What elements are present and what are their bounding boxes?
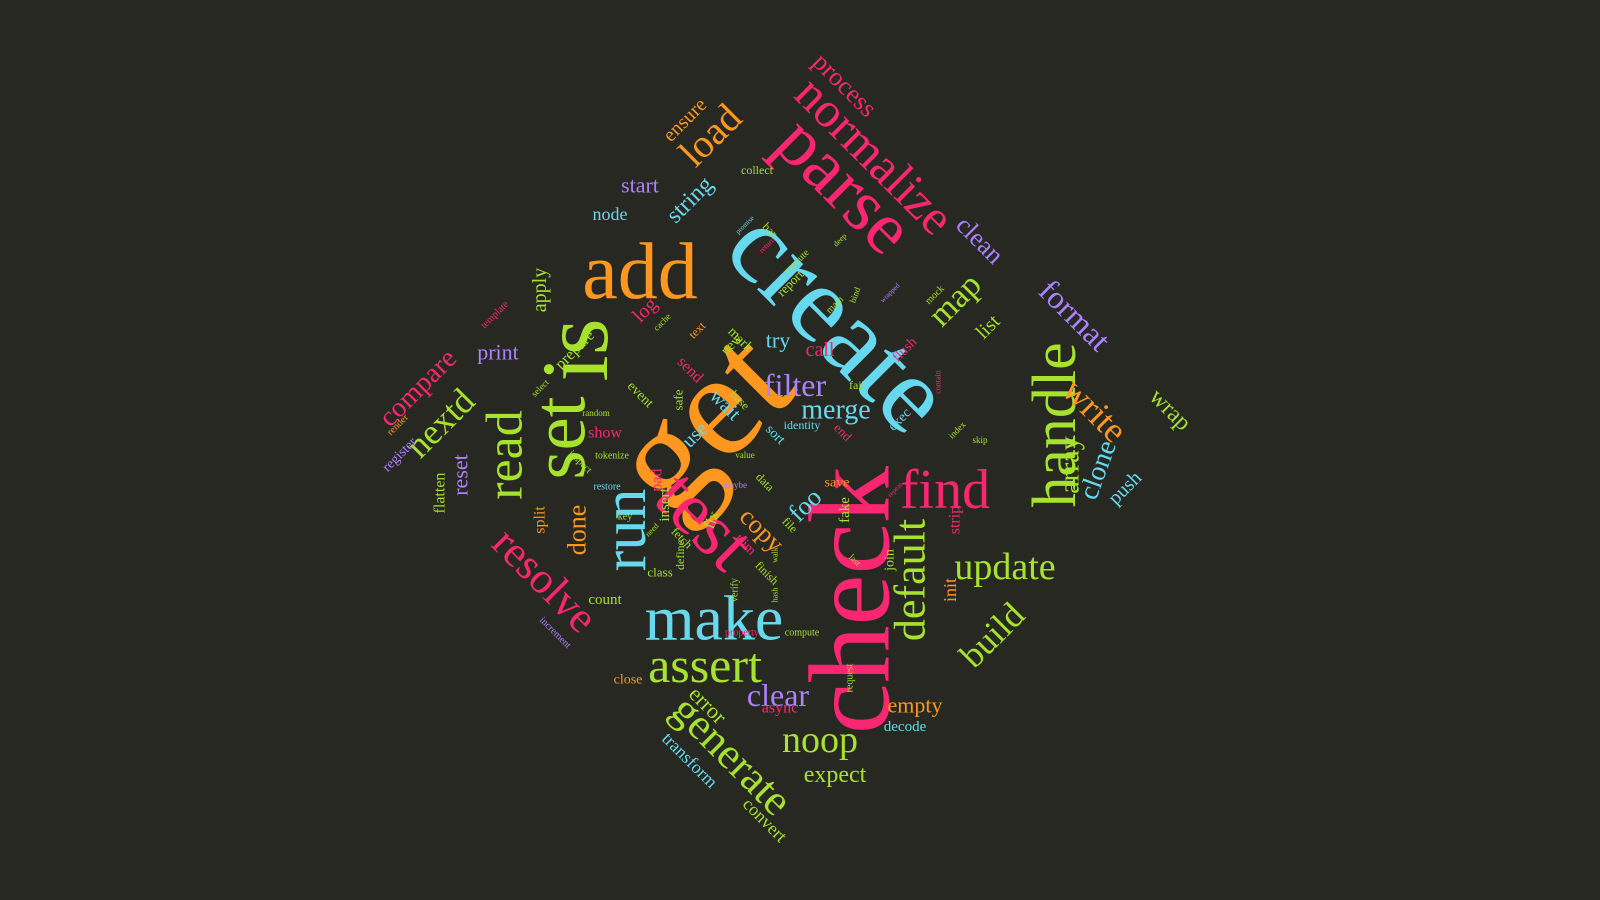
word-verify: verify <box>730 578 741 602</box>
word-class: class <box>647 565 672 580</box>
word-fix: fix <box>701 509 723 532</box>
word-handle: handle <box>1021 342 1089 507</box>
word-node: node <box>593 204 628 224</box>
word-key: key <box>618 512 632 523</box>
word-split: split <box>532 506 549 534</box>
word-fake: fake <box>837 497 853 523</box>
word-wrap: wrap <box>1144 384 1196 436</box>
word-start: start <box>621 173 659 198</box>
word-maybe: maybe <box>723 480 747 490</box>
word-init: init <box>940 578 960 602</box>
word-find: find <box>900 459 990 521</box>
word-run: run <box>591 489 659 572</box>
word-property: property <box>725 628 759 639</box>
word-array: array <box>1055 436 1086 494</box>
word-clean: clean <box>950 210 1009 269</box>
word-try: try <box>766 328 790 353</box>
word-default: default <box>886 519 935 641</box>
word-reset: reset <box>448 454 473 496</box>
word-call: call <box>806 339 835 361</box>
word-update: update <box>954 546 1055 588</box>
word-string: string <box>661 171 718 228</box>
word-compute: compute <box>785 628 820 639</box>
word-is: is <box>522 318 628 381</box>
word-show: show <box>588 425 622 442</box>
word-add: add <box>582 228 698 316</box>
word-done: done <box>563 505 592 556</box>
word-request: request <box>845 663 856 692</box>
word-noop: noop <box>782 719 858 761</box>
word-make: make <box>645 583 784 654</box>
word-identity: identity <box>784 418 821 432</box>
word-async: async <box>762 700 798 717</box>
word-list: list <box>972 310 1005 343</box>
word-clear: clear <box>747 677 810 713</box>
word-count: count <box>588 592 622 608</box>
word-tokenize: tokenize <box>595 451 629 462</box>
word-skip: skip <box>972 435 988 445</box>
word-flatten: flatten <box>432 473 449 514</box>
word-check: check <box>787 465 914 734</box>
word-restore: restore <box>593 482 621 493</box>
word-safe: safe <box>671 389 686 410</box>
word-random: random <box>582 408 610 418</box>
word-filter: filter <box>764 367 827 403</box>
word-print: print <box>477 340 519 365</box>
word-template: template <box>479 299 512 332</box>
word-apply: apply <box>529 268 551 312</box>
word-contain: contain <box>934 370 943 394</box>
word-pad: pad <box>649 468 666 491</box>
word-build: build <box>952 595 1033 676</box>
word-merge: merge <box>801 395 870 426</box>
word-empty: empty <box>888 693 943 718</box>
word-assert: assert <box>648 637 762 693</box>
word-define: define <box>673 540 687 570</box>
word-collect: collect <box>741 163 774 177</box>
word-strip: strip <box>947 506 964 534</box>
word-index: index <box>946 419 968 441</box>
word-join: join <box>883 549 898 572</box>
word-value: value <box>735 450 755 460</box>
word-set: set <box>519 396 602 479</box>
word-expect: expect <box>804 762 867 788</box>
word-close: close <box>614 673 643 688</box>
word-decode: decode <box>884 719 927 735</box>
word-read: read <box>477 410 534 499</box>
word-hash: hash <box>771 588 780 603</box>
word-walk: walk <box>771 547 780 563</box>
word-save: save <box>825 476 850 491</box>
word-fail: fail <box>849 378 866 392</box>
word-insert: insert <box>657 488 673 522</box>
